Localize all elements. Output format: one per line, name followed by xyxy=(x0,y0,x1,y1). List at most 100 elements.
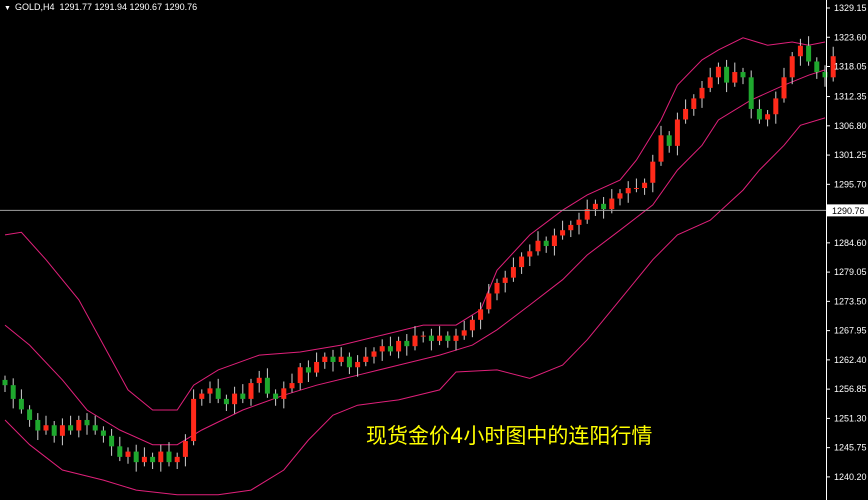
candle-body xyxy=(601,203,607,210)
candle xyxy=(273,389,279,406)
candle xyxy=(633,178,639,193)
candle-body xyxy=(445,335,451,341)
candle-body xyxy=(174,456,180,463)
candle xyxy=(461,320,467,340)
candle-body xyxy=(76,419,82,431)
candle-body xyxy=(617,193,623,199)
candle xyxy=(830,46,836,82)
candle xyxy=(191,389,197,446)
candle xyxy=(592,199,598,216)
y-tick-label: 1312.35 xyxy=(834,92,867,102)
candle xyxy=(445,331,451,348)
candle xyxy=(314,352,320,377)
candle-body xyxy=(133,451,139,463)
candle xyxy=(297,363,303,390)
candle-body xyxy=(141,456,147,463)
candle-body xyxy=(625,188,631,194)
candle xyxy=(469,315,475,338)
candle xyxy=(223,394,229,412)
candle-body xyxy=(715,66,721,78)
candle xyxy=(2,375,8,393)
candle-body xyxy=(182,441,188,457)
candle-body xyxy=(109,435,115,447)
candle-body xyxy=(633,188,639,190)
candle-body xyxy=(519,256,525,268)
candle-body xyxy=(486,293,492,310)
y-tick-label: 1240.20 xyxy=(834,472,867,482)
candle xyxy=(371,347,377,364)
candle-body xyxy=(297,367,303,384)
candle xyxy=(666,131,672,153)
candle-body xyxy=(535,240,541,252)
price-axis: 1329.15 1323.60 1318.05 1312.35 1306.80 1301.… xyxy=(826,3,868,482)
candle-body xyxy=(822,72,828,78)
candle-body xyxy=(551,235,557,247)
candle-body xyxy=(428,335,434,341)
candle xyxy=(232,386,238,414)
candle xyxy=(150,452,156,469)
candle-body xyxy=(125,451,131,457)
y-tick-label: 1267.95 xyxy=(834,326,867,336)
candle-body xyxy=(264,377,270,394)
candle-body xyxy=(658,135,664,162)
candle-body xyxy=(527,251,533,257)
candle-body xyxy=(814,61,820,73)
candle-body xyxy=(59,425,65,436)
candle xyxy=(166,442,172,467)
candle xyxy=(773,91,779,124)
bollinger-upper-band xyxy=(4,37,826,411)
candle-body xyxy=(43,425,49,431)
candle xyxy=(658,125,664,166)
candle xyxy=(133,444,139,472)
candle-body xyxy=(92,425,98,431)
candle-body xyxy=(2,379,8,386)
triangle-down-icon[interactable]: ▼ xyxy=(4,5,11,12)
candle xyxy=(59,418,65,446)
candle xyxy=(781,67,787,103)
candle xyxy=(240,384,246,404)
candle-body xyxy=(666,135,672,146)
candle-body xyxy=(191,398,197,442)
candle-body xyxy=(412,335,418,347)
candle xyxy=(806,36,812,66)
candle xyxy=(510,257,516,282)
candle-body xyxy=(330,356,336,362)
candle xyxy=(502,270,508,293)
candle-body xyxy=(781,77,787,99)
candle xyxy=(822,65,828,87)
candle-body xyxy=(420,335,426,337)
y-tick-label: 1256.85 xyxy=(834,384,867,394)
candle-body xyxy=(756,108,762,120)
current-price-box xyxy=(827,204,868,217)
candle xyxy=(125,447,131,464)
y-tick-label: 1318.05 xyxy=(834,62,867,72)
candle xyxy=(92,415,98,435)
candle xyxy=(437,326,443,346)
candle xyxy=(396,336,402,359)
candles xyxy=(2,36,836,472)
candle xyxy=(51,421,57,443)
candle xyxy=(789,52,795,85)
y-tick-label: 1273.50 xyxy=(834,296,867,306)
y-tick-label: 1323.60 xyxy=(834,32,867,42)
candle xyxy=(650,154,656,193)
candle xyxy=(76,415,82,438)
candle xyxy=(478,302,484,330)
bollinger-lower-band xyxy=(4,117,826,496)
candle xyxy=(289,373,295,393)
candle xyxy=(338,347,344,367)
candle xyxy=(109,428,115,456)
candle xyxy=(10,378,16,409)
candle xyxy=(43,415,49,435)
candle xyxy=(363,347,369,367)
candle-body xyxy=(453,335,459,341)
candle xyxy=(707,67,713,93)
candle-body xyxy=(494,282,500,294)
candle-body xyxy=(215,388,221,399)
candle xyxy=(322,352,328,369)
candle xyxy=(141,447,147,467)
candle xyxy=(199,389,205,406)
candle xyxy=(748,70,754,119)
candle-body xyxy=(207,388,213,394)
